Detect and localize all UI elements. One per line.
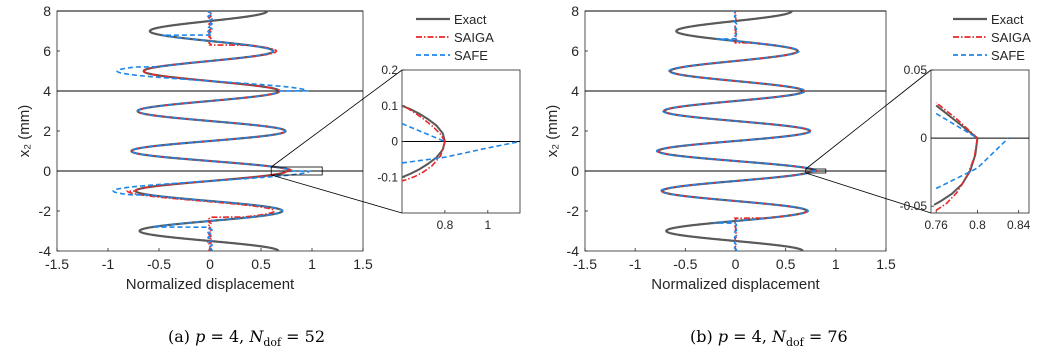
x-tick-label-a-6: 1.5 bbox=[353, 256, 373, 272]
inset-y-tick-label-b-1: 0 bbox=[920, 131, 927, 145]
y-tick-label-b-1: -2 bbox=[567, 203, 580, 219]
inset-series-saiga-a-2 bbox=[401, 105, 446, 142]
y-axis-label-a: x₂ (mm) bbox=[16, 105, 33, 157]
inset-x-tick-label-b-2: 0.84 bbox=[1007, 218, 1031, 232]
legend-label-saiga-b: SAIGA bbox=[991, 30, 1031, 45]
series-line-saiga-a bbox=[125, 10, 293, 252]
zoom-connector-bottom-a bbox=[271, 174, 403, 214]
inset-y-tick-label-a-0: -0.1 bbox=[377, 170, 398, 184]
y-tick-label-b-5: 6 bbox=[571, 43, 579, 59]
inset-plot-b bbox=[930, 69, 1030, 214]
zoom-connector-top-a bbox=[270, 69, 403, 168]
y-tick-label-a-5: 6 bbox=[43, 43, 51, 59]
y-axis-label-b: x₂ (mm) bbox=[544, 105, 561, 157]
y-tick-label-a-0: -4 bbox=[39, 243, 52, 259]
inset-x-tick-label-a-1: 1 bbox=[484, 218, 491, 232]
inset-y-tick-label-a-3: 0.2 bbox=[381, 63, 398, 77]
y-tick-label-a-4: 4 bbox=[43, 83, 51, 99]
inset-y-tick-label-b-2: 0.05 bbox=[904, 63, 928, 77]
plot-area-a bbox=[56, 10, 364, 252]
y-tick-label-a-3: 2 bbox=[43, 123, 51, 139]
series-line-saiga-b bbox=[656, 10, 818, 252]
caption-b-label: (b) bbox=[690, 327, 713, 346]
inset-series-safe-a-5 bbox=[401, 140, 521, 164]
caption-a-label: (a) bbox=[168, 327, 191, 346]
x-tick-label-b-1: -1 bbox=[629, 256, 642, 272]
x-axis-label-b: Normalized displacement bbox=[651, 276, 820, 293]
zoom-connector-top-b bbox=[805, 69, 932, 170]
inset-x-tick-label-a-0: 0.8 bbox=[437, 218, 454, 232]
inset-series-saiga-b-3 bbox=[935, 137, 979, 211]
y-tick-label-b-4: 4 bbox=[571, 83, 579, 99]
x-tick-label-b-2: -0.5 bbox=[673, 256, 697, 272]
y-tick-label-b-6: 8 bbox=[571, 3, 579, 19]
x-tick-label-b-0: -1.5 bbox=[573, 256, 597, 272]
x-tick-label-a-4: 0.5 bbox=[251, 256, 271, 272]
inset-x-tick-label-b-1: 0.8 bbox=[969, 218, 986, 232]
caption-b: (b) p = 4, Ndof = 76 bbox=[690, 327, 848, 350]
legend-label-safe-a: SAFE bbox=[454, 48, 488, 63]
inset-series-safe-b-5 bbox=[935, 137, 1009, 190]
y-tick-label-b-3: 2 bbox=[571, 123, 579, 139]
legend-label-exact-b: Exact bbox=[991, 12, 1024, 27]
x-tick-label-a-3: 0 bbox=[206, 256, 214, 272]
inset-series-saiga-a-3 bbox=[401, 141, 446, 182]
zoom-box-a bbox=[270, 166, 323, 176]
x-tick-label-a-0: -1.5 bbox=[45, 256, 69, 272]
caption-b-p: 4 bbox=[751, 327, 762, 346]
y-tick-label-a-2: 0 bbox=[43, 163, 51, 179]
legend-label-saiga-a: SAIGA bbox=[454, 30, 494, 45]
inset-y-tick-label-b-0: -0.05 bbox=[900, 199, 928, 213]
inset-series-saiga-b-2 bbox=[935, 102, 978, 139]
series-line-safe-b bbox=[655, 10, 819, 252]
inset-y-tick-label-a-2: 0.1 bbox=[381, 99, 398, 113]
legend-label-safe-b: SAFE bbox=[991, 48, 1025, 63]
x-axis-label-a: Normalized displacement bbox=[126, 276, 295, 293]
caption-a-p: 4 bbox=[228, 327, 240, 346]
x-tick-label-a-1: -1 bbox=[102, 256, 115, 272]
y-tick-label-a-6: 8 bbox=[43, 3, 51, 19]
zoom-connector-bottom-b bbox=[805, 172, 932, 214]
x-tick-label-a-2: -0.5 bbox=[147, 256, 171, 272]
caption-b-ndof: 76 bbox=[827, 327, 848, 346]
y-tick-label-b-0: -4 bbox=[567, 243, 580, 259]
x-tick-label-b-4: 0.5 bbox=[776, 256, 796, 272]
inset-y-tick-label-a-1: 0 bbox=[391, 135, 398, 149]
plot-area-b bbox=[584, 10, 887, 252]
x-tick-label-b-3: 0 bbox=[732, 256, 740, 272]
caption-a-ndof: 52 bbox=[304, 327, 325, 346]
y-tick-label-b-2: 0 bbox=[571, 163, 579, 179]
legend-label-exact-a: Exact bbox=[454, 12, 487, 27]
y-tick-label-a-1: -2 bbox=[39, 203, 52, 219]
x-tick-label-a-5: 1 bbox=[308, 256, 316, 272]
zoom-box-b bbox=[805, 168, 827, 174]
series-line-safe-a bbox=[112, 10, 312, 252]
inset-x-tick-label-b-0: 0.76 bbox=[924, 218, 948, 232]
x-tick-label-b-6: 1.5 bbox=[876, 256, 896, 272]
x-tick-label-b-5: 1 bbox=[832, 256, 840, 272]
caption-a: (a) p = 4, Ndof = 52 bbox=[168, 327, 325, 350]
